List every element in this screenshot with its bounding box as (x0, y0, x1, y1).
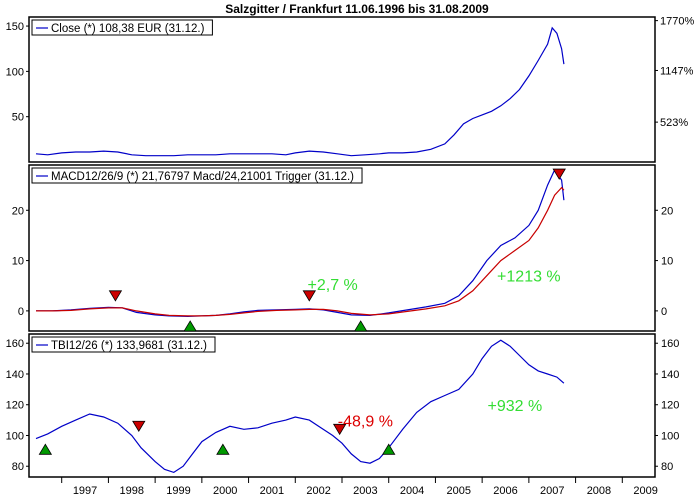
y-tick-label-right: 20 (661, 205, 673, 217)
y-tick-label-right: 100 (661, 430, 679, 442)
x-tick-label: 2008 (587, 485, 611, 497)
y-tick-label: 20 (12, 205, 24, 217)
panel-frame (28, 16, 656, 163)
buy-signal-marker (353, 320, 368, 332)
y-tick-label: 50 (12, 112, 24, 124)
panel-tbi: 80 80 100 100 120 120 140 140 160 160 -48,9 % +932 … (6, 333, 679, 478)
y-tick-label-right: 1147% (660, 65, 694, 77)
y-tick-label-right: 120 (661, 400, 679, 412)
performance-annotation: +932 % (487, 398, 542, 415)
y-tick-label: 100 (6, 430, 24, 442)
sell-signal-marker (552, 168, 566, 180)
legend: MACD12/26/9 (*) 21,76797 Macd/24,21001 T… (31, 167, 363, 184)
y-tick-label: 0 (18, 306, 24, 318)
x-tick-label: 1997 (73, 485, 97, 497)
y-tick-label-right: 10 (661, 256, 673, 268)
y-tick-label-right: 140 (661, 369, 679, 381)
legend-label: TBI12/26 (*) 133,9681 (31.12.) (51, 340, 207, 352)
sell-signal-marker (108, 290, 123, 302)
buy-signal-marker (183, 320, 197, 332)
legend-box (31, 19, 213, 36)
y-tick-label-right: 80 (661, 461, 673, 473)
y-tick-label: 160 (6, 338, 24, 350)
performance-annotation: +2,7 % (308, 277, 358, 294)
y-tick-label: 80 (12, 461, 24, 473)
buy-signal-marker (38, 443, 53, 455)
performance-annotation: -48,9 % (338, 413, 393, 430)
y-tick-label-right: 523% (660, 117, 688, 129)
y-tick-label-right: 0 (661, 306, 667, 318)
y-tick-label: 10 (12, 256, 24, 268)
buy-signal-marker (216, 443, 230, 455)
panel-frame (28, 164, 656, 332)
x-tick-label: 2009 (633, 485, 657, 497)
panel-macd: 0 0 10 10 20 20 +2,7 % +1213 % MACD12/26/9 (*) 2… (12, 164, 673, 332)
y-tick-label: 150 (6, 21, 24, 33)
panel-frame (28, 333, 656, 478)
y-tick-label: 140 (6, 369, 24, 381)
x-tick-label: 2003 (353, 485, 377, 497)
legend-box (31, 167, 363, 184)
series-line-0 (35, 26, 565, 157)
x-tick-label: 2005 (447, 485, 471, 497)
x-tick-label: 2001 (260, 485, 284, 497)
x-tick-label: 1998 (120, 485, 144, 497)
legend-box (31, 336, 216, 353)
sell-signal-marker (132, 420, 146, 433)
panel-price: 50 100 150 523% 1147% 1770% Close (*) 108,38 E… (6, 16, 694, 163)
x-axis: 1997 1998 1999 2000 2001 2002 2003 2004 2005 2006… (61, 477, 658, 497)
chart-title: Salzgitter / Frankfurt 11.06.1996 bis 31… (225, 2, 489, 16)
legend: Close (*) 108,38 EUR (31.12.) (31, 19, 213, 36)
sell-signal-marker (332, 423, 347, 436)
x-tick-label: 2000 (213, 485, 237, 497)
y-tick-label-right: 1770% (660, 16, 694, 28)
legend: TBI12/26 (*) 133,9681 (31.12.) (31, 336, 216, 353)
legend-label: MACD12/26/9 (*) 21,76797 Macd/24,21001 T… (51, 171, 354, 183)
x-tick-label: 1999 (166, 485, 190, 497)
x-tick-label: 2004 (400, 485, 424, 497)
y-tick-label-right: 160 (661, 338, 679, 350)
legend-label: Close (*) 108,38 EUR (31.12.) (51, 23, 205, 35)
performance-annotation: +1213 % (497, 269, 561, 286)
sell-signal-marker (302, 290, 317, 302)
x-tick-label: 2007 (540, 485, 564, 497)
series-line-1 (36, 186, 565, 317)
buy-signal-marker (382, 443, 396, 455)
x-tick-label: 2006 (493, 485, 517, 497)
x-tick-label: 2002 (306, 485, 330, 497)
series-line-0 (35, 339, 565, 474)
y-tick-label: 120 (6, 400, 24, 412)
y-tick-label: 100 (6, 66, 24, 78)
